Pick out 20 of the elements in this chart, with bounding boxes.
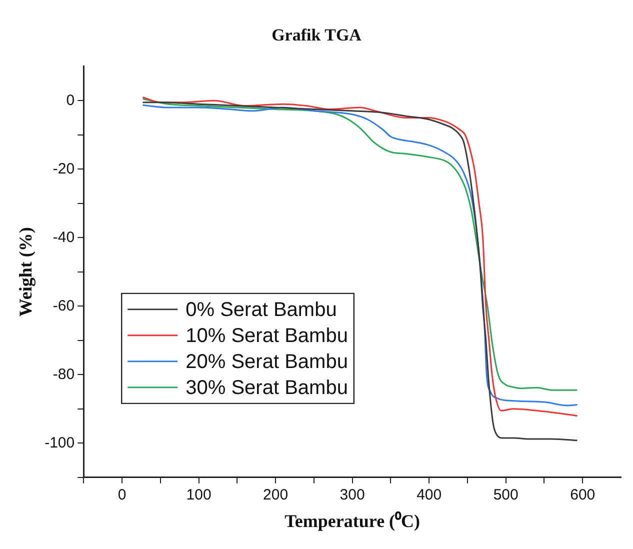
legend-label: 30% Serat Bambu [186,376,348,399]
x-tick-label: 100 [186,486,212,504]
x-axis-title: Temperature (⁰C) [284,510,420,531]
chart-title: Grafik TGA [272,26,362,45]
y-tick-label: -60 [52,297,75,314]
y-tick-label: -20 [52,160,75,178]
x-tick-label: 500 [493,486,518,504]
y-tick-label: 0 [66,92,75,109]
y-tick-label: -80 [52,366,75,383]
x-tick-label: 300 [340,486,365,504]
x-tick-label: 400 [416,486,442,504]
y-tick-label: -40 [52,228,75,246]
x-tick-label: 600 [570,486,596,504]
legend-label: 20% Serat Bambu [186,350,348,373]
legend-label: 0% Serat Bambu [186,298,337,321]
x-tick-label: 0 [118,486,126,504]
y-tick-label: -100 [44,434,75,452]
y-axis-title: Weight (%) [15,227,36,317]
x-tick-label: 200 [263,486,288,504]
legend-label: 10% Serat Bambu [186,324,348,347]
